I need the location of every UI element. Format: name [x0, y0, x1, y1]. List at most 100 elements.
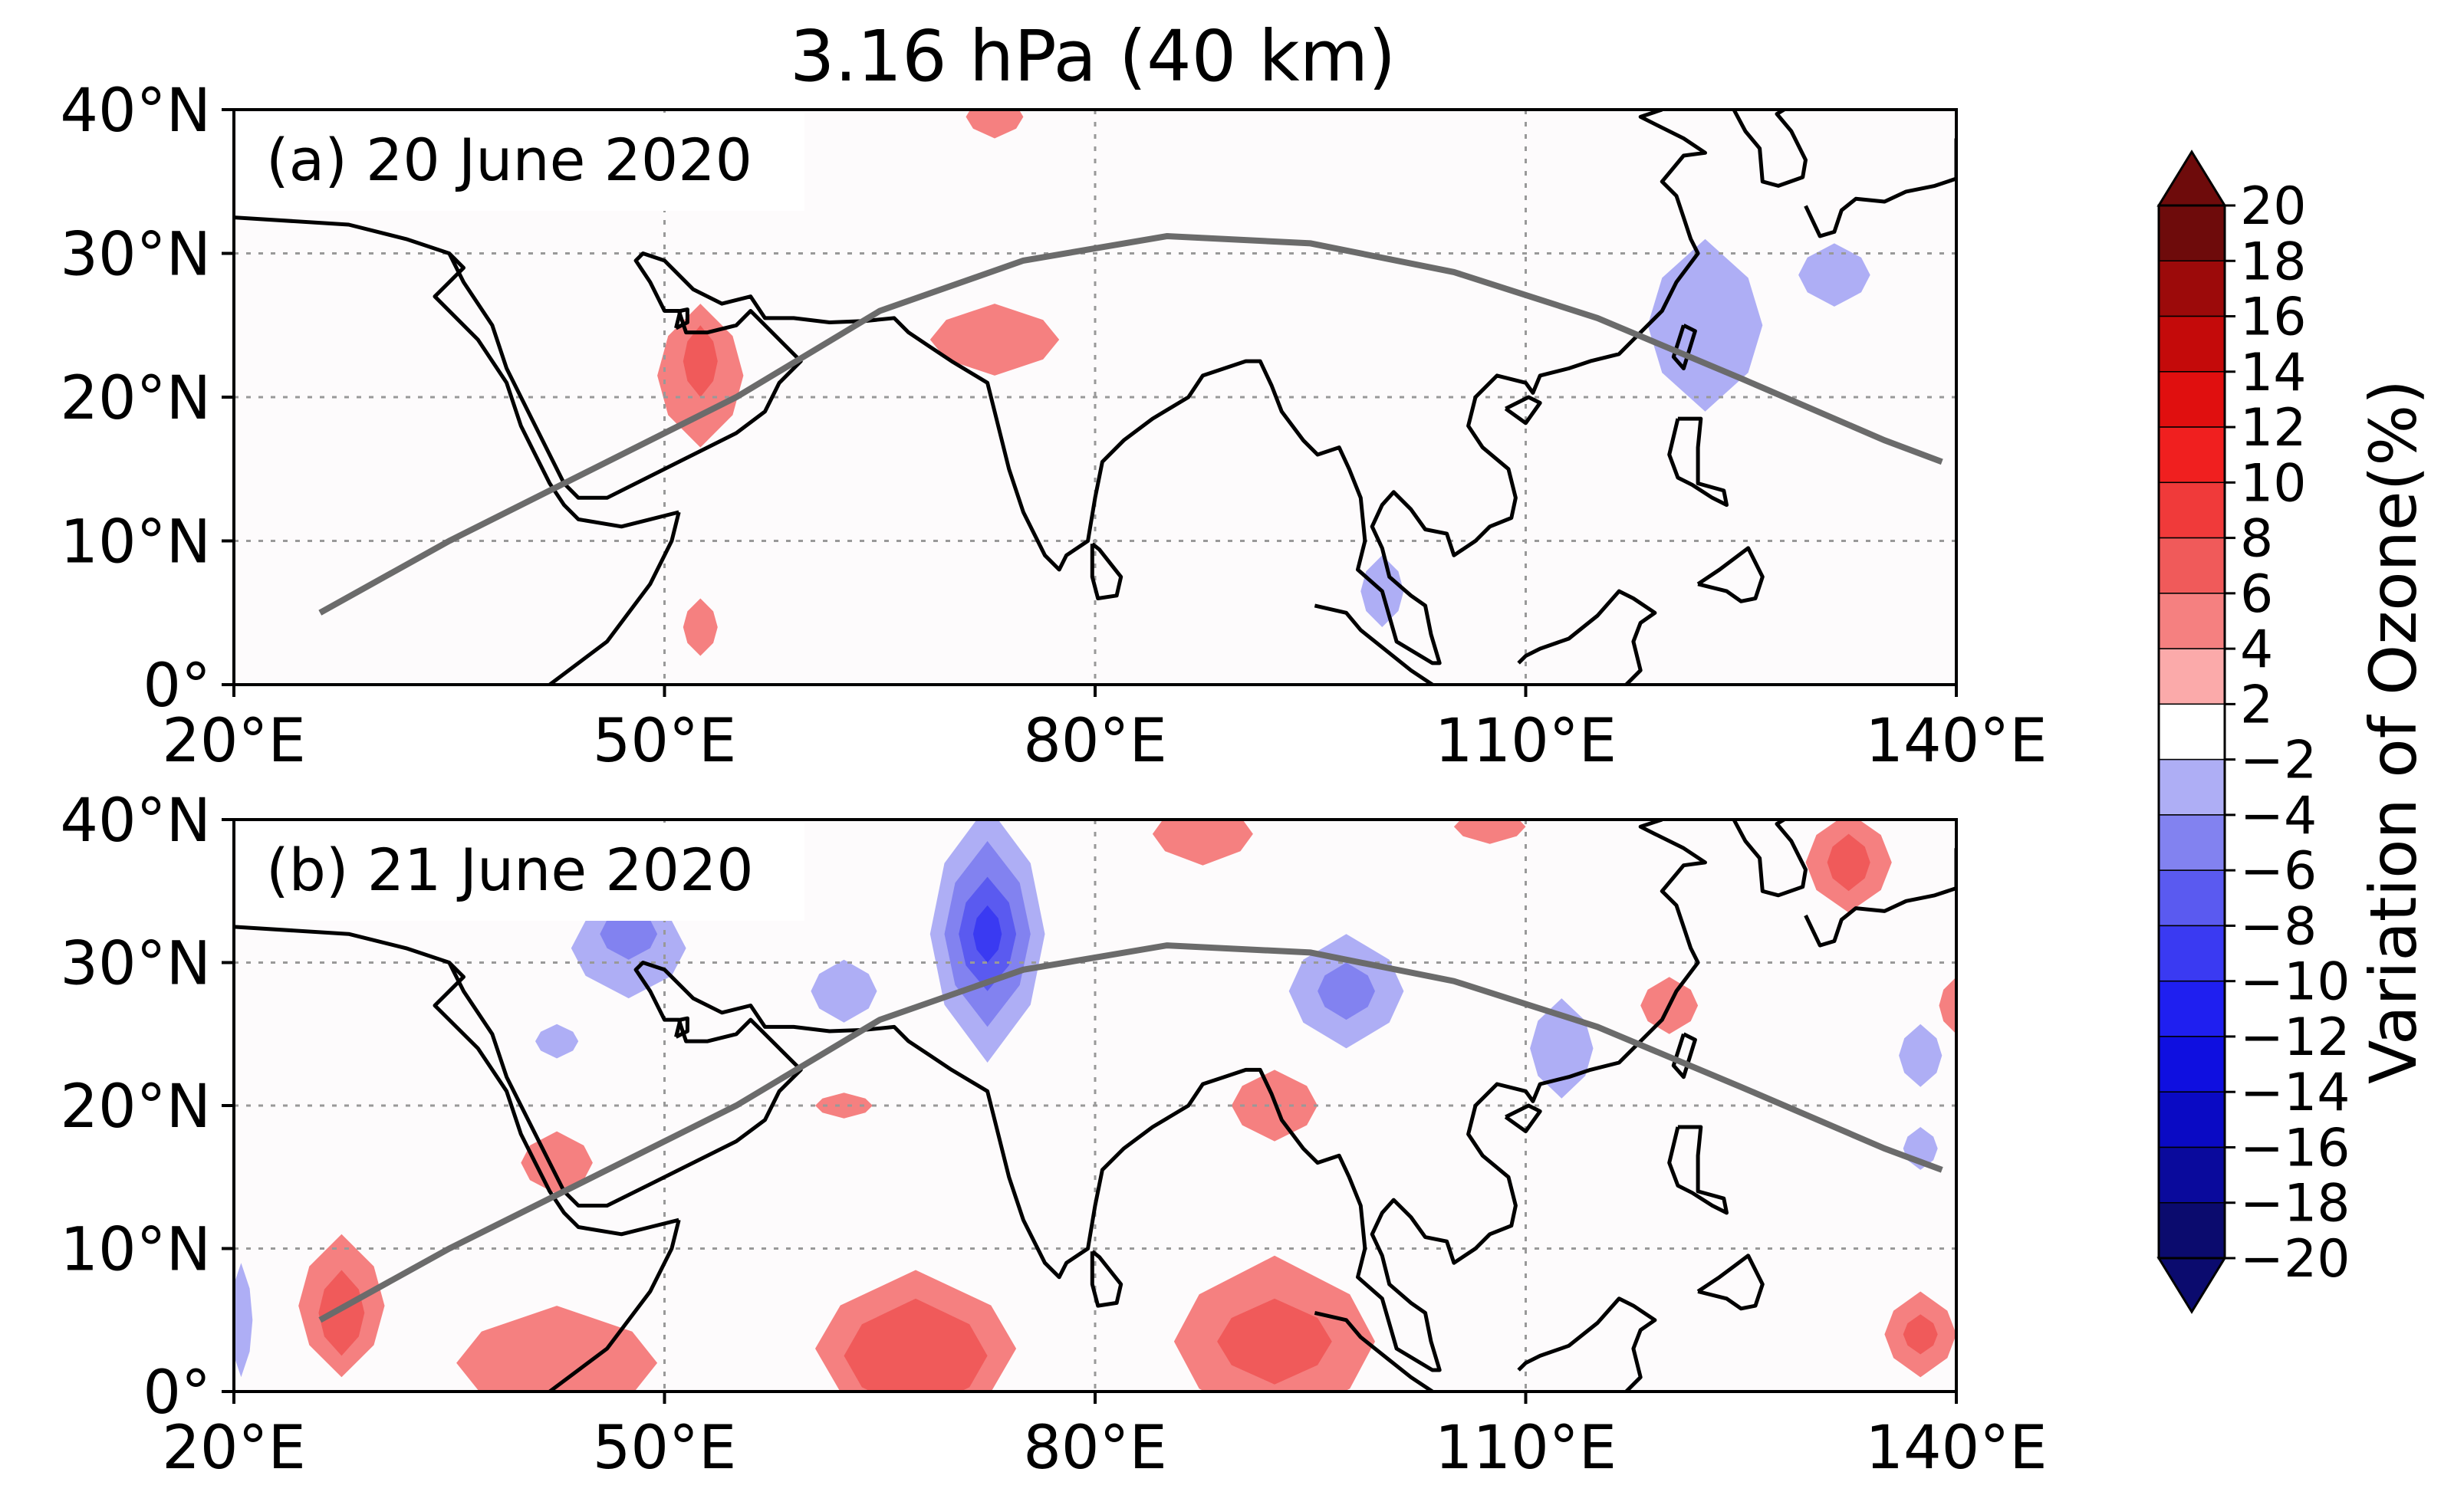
colorbar-extend-max: [2156, 150, 2227, 207]
coastline: [548, 1219, 681, 1392]
contour-blob: [1318, 962, 1375, 1020]
panel-a-label: (a) 20 June 2020: [266, 126, 752, 194]
panel-a-x-ticks: 20°E 50°E 80°E 110°E 140°E: [162, 685, 2048, 776]
colorbar-label: Variation of Ozone(%): [2356, 380, 2431, 1084]
coastline: [674, 1016, 689, 1039]
colorbar-tick-label: −16: [2240, 1118, 2351, 1178]
y-tick-label: 10°N: [60, 508, 211, 577]
colorbar-ticks: 2018161412108642−2−4−6−8−10−12−14−16−18−…: [2225, 176, 2351, 1290]
x-tick-label: 20°E: [162, 707, 306, 776]
panel-b-label-bg: [237, 823, 804, 921]
colorbar-tick-label: 4: [2240, 619, 2273, 680]
colorbar-tick-label: 10: [2240, 453, 2307, 514]
contour-blob: [683, 598, 718, 656]
colorbar-tick-label: −10: [2240, 952, 2351, 1013]
coastline: [1090, 1250, 1123, 1308]
coastline: [548, 511, 681, 685]
y-tick-label: 30°N: [60, 930, 211, 999]
colorbar-cell: [2158, 703, 2225, 761]
x-tick-label: 80°E: [1023, 1414, 1167, 1483]
colorbar-tick-label: 8: [2240, 509, 2273, 570]
x-tick-label: 50°E: [593, 707, 737, 776]
panel-a-y-ticks: 0° 10°N 20°N 30°N 40°N: [60, 77, 234, 721]
coastline: [447, 110, 1707, 665]
colorbar-cell: [2158, 925, 2225, 982]
panel-b-coastlines: [234, 820, 1956, 1392]
panel-b-label: (b) 21 June 2020: [266, 836, 754, 904]
colorbar-extend-min: [2156, 1257, 2227, 1314]
contour-blob: [318, 1270, 365, 1356]
coastline: [1314, 1310, 1434, 1392]
colorbar-tick-label: −4: [2240, 786, 2317, 846]
colorbar-cell: [2158, 537, 2225, 594]
y-tick-label: 40°N: [60, 77, 211, 146]
coastline: [1671, 324, 1697, 370]
colorbar-tick-label: −6: [2240, 841, 2317, 902]
coastline: [1804, 138, 1956, 238]
colorbar-tick-label: 12: [2240, 398, 2307, 458]
colorbar-tick-label: −18: [2240, 1174, 2351, 1234]
colorbar-cell: [2158, 814, 2225, 871]
colorbar-frame: [2157, 204, 2226, 1260]
contour-blob: [1798, 243, 1870, 307]
panel-a-coastlines: [234, 110, 1956, 685]
coastline: [1804, 848, 1956, 948]
contour-blob: [1899, 1024, 1943, 1087]
contour-blob: [1217, 1298, 1332, 1385]
colorbar-tick-label: −12: [2240, 1007, 2351, 1068]
y-tick-label: 30°N: [60, 221, 211, 290]
colorbar-tick-label: 2: [2240, 675, 2273, 735]
colorbar-cell: [2158, 426, 2225, 484]
colorbar-cell: [2158, 205, 2225, 262]
colorbar-cell: [2158, 371, 2225, 428]
coastline: [1504, 1103, 1542, 1134]
colorbar-cell: [2158, 1036, 2225, 1093]
contour-blob: [811, 959, 877, 1023]
x-tick-label: 80°E: [1023, 707, 1167, 776]
figure-title: 3.16 hPa (40 km): [790, 15, 1396, 97]
contour-blob: [844, 1298, 988, 1392]
colorbar-tick-label: −20: [2240, 1229, 2351, 1290]
contour-blob: [234, 1263, 253, 1378]
contour-blob: [815, 1093, 873, 1119]
contour-blob: [683, 325, 718, 397]
colorbar-cell: [2158, 1146, 2225, 1204]
colorbar-cells: [2156, 150, 2227, 1314]
x-tick-label: 110°E: [1435, 707, 1617, 776]
colorbar-tick-label: −8: [2240, 896, 2317, 957]
coastline: [1667, 416, 1729, 508]
panel-b-y-ticks: 0° 10°N 20°N 30°N 40°N: [60, 787, 234, 1428]
coastline: [1732, 820, 1808, 898]
coastline: [234, 925, 679, 1237]
colorbar-cell: [2158, 1201, 2225, 1259]
coastline: [674, 307, 689, 330]
contour-blob: [456, 1306, 658, 1392]
colorbar-tick-label: −2: [2240, 731, 2317, 791]
contour-blob: [1152, 820, 1253, 866]
y-tick-label: 20°N: [60, 364, 211, 433]
coastline: [1696, 546, 1765, 603]
x-tick-label: 140°E: [1865, 707, 2047, 776]
contour-blob: [535, 1024, 579, 1059]
coastline: [1517, 589, 1657, 685]
coastline: [1732, 110, 1808, 188]
contour-blob: [600, 908, 658, 960]
coastline: [447, 820, 1707, 1372]
colorbar-cell: [2158, 869, 2225, 927]
colorbar: 2018161412108642−2−4−6−8−10−12−14−16−18−…: [2156, 150, 2431, 1314]
panel-b-x-ticks: 20°E 50°E 80°E 110°E 140°E: [162, 1392, 2048, 1483]
panel-b: 20°E 50°E 80°E 110°E 140°E 0° 10°N 20°N 30°N 40°…: [60, 787, 2047, 1483]
y-tick-label: 0°: [143, 1359, 211, 1428]
colorbar-tick-label: 16: [2240, 288, 2307, 348]
colorbar-cell: [2158, 315, 2225, 373]
contour-blob: [521, 1131, 593, 1194]
coastline: [1696, 1254, 1765, 1311]
panel-a-satellite-track: [318, 232, 1943, 616]
colorbar-tick-label: 18: [2240, 232, 2307, 292]
colorbar-cell: [2158, 481, 2225, 539]
colorbar-tick-label: −14: [2240, 1063, 2351, 1123]
y-tick-label: 0°: [143, 652, 211, 721]
y-tick-label: 10°N: [60, 1216, 211, 1285]
colorbar-cell: [2158, 260, 2225, 317]
